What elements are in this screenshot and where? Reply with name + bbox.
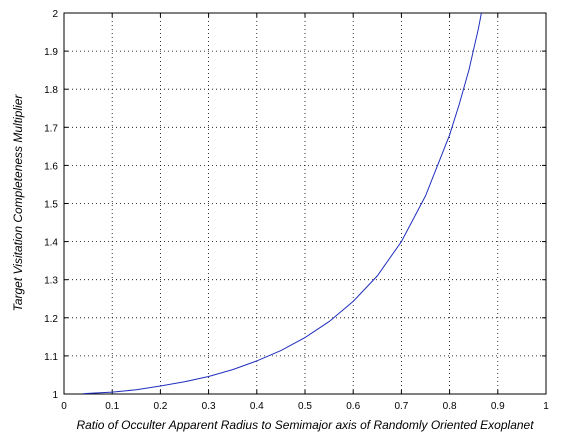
x-tick-label: 0.1: [105, 401, 119, 412]
series-line: [83, 12, 482, 395]
y-tick-label: 1.8: [44, 85, 58, 96]
y-tick-label: 2: [52, 9, 58, 20]
y-tick-label: 1.3: [44, 276, 58, 287]
x-tick-label: 0.9: [491, 401, 505, 412]
x-tick-label: 0.6: [346, 401, 360, 412]
y-tick-label: 1.1: [44, 352, 58, 363]
x-tick-label: 0: [61, 401, 67, 412]
y-tick-label: 1.2: [44, 314, 58, 325]
x-tick-label: 0.7: [394, 401, 408, 412]
y-tick-label: 1.9: [44, 47, 58, 58]
y-tick-label: 1: [52, 390, 58, 401]
y-tick-labels: 1 1.1 1.2 1.3 1.4 1.5 1.6 1.7 1.8 1.9 2: [44, 9, 58, 401]
x-tick-labels: 0 0.1 0.2 0.3 0.4 0.5 0.6 0.7 0.8 0.9 1: [61, 401, 549, 412]
x-axis-title: Ratio of Occulter Apparent Radius to Sem…: [76, 418, 534, 432]
axis-ticks: [63, 12, 547, 395]
y-tick-label: 1.5: [44, 200, 58, 211]
x-tick-label: 0.5: [298, 401, 312, 412]
y-tick-label: 1.6: [44, 161, 58, 172]
y-axis-title: Target Visitation Completeness Multiplie…: [11, 94, 25, 312]
grid: [64, 13, 546, 394]
y-tick-label: 1.7: [44, 123, 58, 134]
x-tick-label: 0.3: [202, 401, 216, 412]
x-tick-label: 0.2: [153, 401, 167, 412]
x-tick-label: 0.4: [250, 401, 264, 412]
x-tick-label: 1: [543, 401, 549, 412]
x-tick-label: 0.8: [443, 401, 457, 412]
y-tick-label: 1.4: [44, 238, 58, 249]
